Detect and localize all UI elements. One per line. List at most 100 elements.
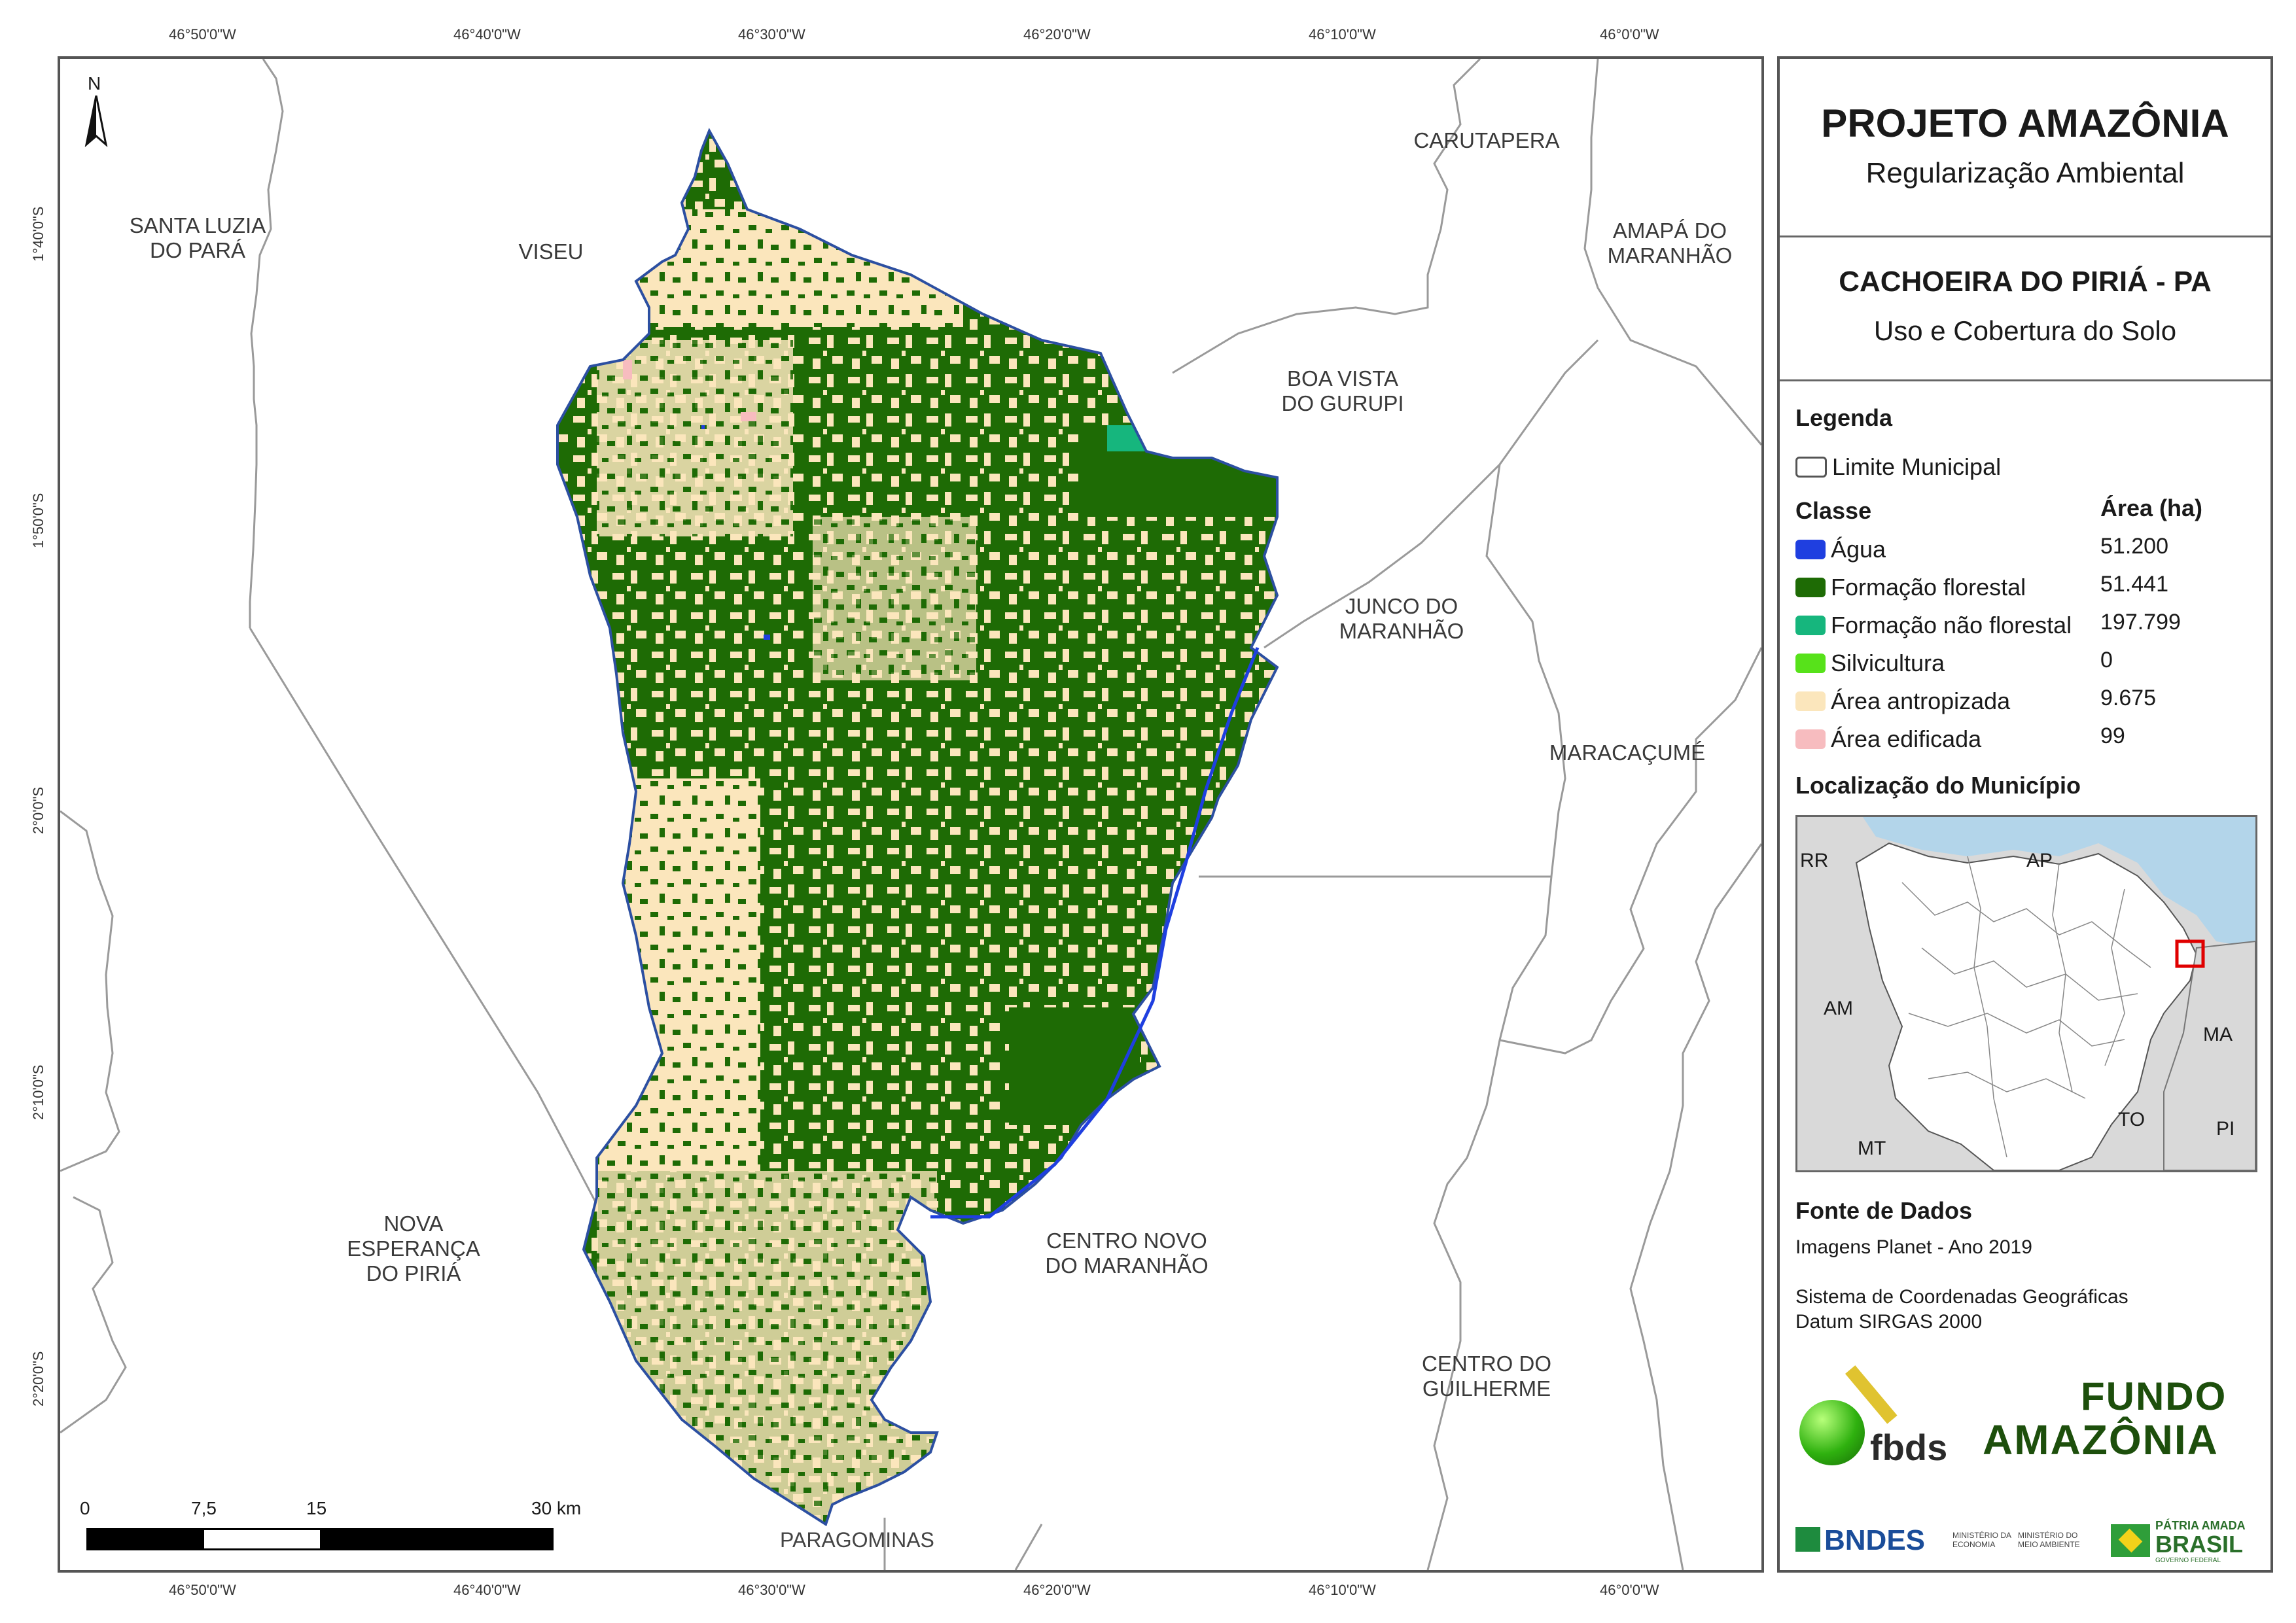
legend-label-formacao-florestal: Formação florestal [1831, 574, 2026, 601]
inset-label-rr: RR [1800, 850, 1829, 871]
legend-value-silvicultura: 0 [2100, 648, 2113, 672]
brasil-flag-icon [2111, 1524, 2150, 1557]
legend-label-limite: Limite Municipal [1832, 453, 2002, 480]
inset-label-ma: MA [2203, 1024, 2233, 1045]
legend-value-area-edificada: 99 [2100, 724, 2125, 748]
scale-label-15: 15 [306, 1498, 327, 1518]
sources-title: Fonte de Dados [1795, 1197, 1973, 1224]
coord-bottom-6: 46°0'0"W [1600, 1582, 1659, 1598]
patria-amada-text: PÁTRIA AMADA [2155, 1519, 2246, 1532]
legend-value-agua: 51.200 [2100, 534, 2168, 559]
label-junco-do-maranhao: JUNCO DO MARANHÃO [1339, 594, 1464, 643]
legend-class-header: Classe [1795, 497, 1872, 524]
limit-swatch [1795, 457, 1827, 478]
legend-label-area-edificada: Área edificada [1831, 725, 1982, 752]
panel-title-section: PROJETO AMAZÔNIA Regularização Ambiental [1780, 59, 2270, 237]
legend-row-formacao-florestal: Formação florestal [1795, 574, 2026, 601]
legend-label-silvicultura: Silvicultura [1831, 650, 1945, 676]
silvicultura-swatch [1795, 654, 1826, 673]
scale-label-0: 0 [80, 1498, 90, 1518]
source-imagery: Imagens Planet - Ano 2019 [1795, 1236, 2032, 1258]
river-gurupi [930, 647, 1260, 1219]
label-nova-esperanca: NOVA ESPERANÇA DO PIRIÁ [347, 1212, 480, 1285]
municipality-title: CACHOEIRA DO PIRIÁ - PA [1839, 266, 2212, 298]
crs-line-2: Datum SIRGAS 2000 [1795, 1311, 1983, 1333]
label-maracacume: MARACAÇUMÉ [1549, 741, 1706, 765]
fbds-logo: fbds [1799, 1365, 1969, 1468]
coord-top-3: 46°30'0"W [738, 26, 805, 43]
bndes-icon [1795, 1527, 1820, 1552]
coord-bottom-4: 46°20'0"W [1023, 1582, 1091, 1598]
coord-bottom-5: 46°10'0"W [1309, 1582, 1376, 1598]
north-arrow: N [75, 73, 120, 152]
legend-value-formacao-nao-florestal: 197.799 [2100, 610, 2181, 635]
panel-municipality-section: CACHOEIRA DO PIRIÁ - PA Uso e Cobertura … [1780, 236, 2270, 381]
map-frame[interactable]: N SANTA LUZIA DO PARÁ VISEU CARUTAPERA A… [58, 56, 1764, 1573]
label-paragominas: PARAGOMINAS [780, 1528, 934, 1552]
coord-bottom-3: 46°30'0"W [738, 1582, 805, 1598]
inset-label-mt: MT [1858, 1138, 1886, 1159]
legend-row-area-edificada: Área edificada [1795, 725, 1982, 752]
coord-left-5: 2°20'0"S [30, 1351, 46, 1406]
scale-label-30km: 30 km [531, 1498, 582, 1518]
scale-bar: 0 7,5 15 30 km [80, 1498, 581, 1550]
label-boa-vista-do-gurupi: BOA VISTA DO GURUPI [1281, 366, 1404, 415]
coord-top-4: 46°20'0"W [1023, 26, 1091, 43]
min-economia-text: MINISTÉRIO DA ECONOMIA [1952, 1531, 2012, 1549]
coord-top-5: 46°10'0"W [1309, 26, 1376, 43]
coord-top-2: 46°40'0"W [453, 26, 521, 43]
governo-federal-text: GOVERNO FEDERAL [2155, 1557, 2221, 1564]
coord-top-6: 46°0'0"W [1600, 26, 1659, 43]
coord-top-1: 46°50'0"W [169, 26, 236, 43]
agua-swatch [1795, 540, 1826, 559]
legend-value-formacao-florestal: 51.441 [2100, 572, 2168, 597]
sponsor-logos: BNDES MINISTÉRIO DA ECONOMIA MINISTÉRIO … [1795, 1518, 2267, 1564]
label-carutapera: CARUTAPERA [1413, 128, 1560, 152]
legend-row-limite: Limite Municipal [1795, 453, 2002, 480]
area-antropizada-swatch [1795, 691, 1826, 711]
legend-row-agua: Água [1795, 536, 1886, 563]
amazonia-text: AMAZÔNIA [1983, 1416, 2219, 1463]
formacao-florestal-swatch [1795, 578, 1826, 597]
legend-title: Legenda [1795, 404, 1893, 431]
coord-left-3: 2°0'0"S [30, 786, 46, 834]
fbds-logo-text: fbds [1870, 1427, 1948, 1468]
coord-left-4: 2°10'0"S [30, 1064, 46, 1120]
legend-value-area-antropizada: 9.675 [2100, 686, 2157, 710]
label-centro-novo: CENTRO NOVO DO MARANHÃO [1045, 1229, 1209, 1278]
area-edificada-swatch [1795, 729, 1826, 749]
project-subtitle: Regularização Ambiental [1865, 157, 2185, 189]
location-highlight [2175, 939, 2205, 968]
inset-label-ap: AP [2026, 850, 2053, 871]
label-viseu: VISEU [518, 239, 584, 264]
map-canvas[interactable] [60, 59, 1761, 1570]
fundo-text: FUNDO [2081, 1374, 2227, 1418]
formacao-nao-florestal-swatch [1795, 616, 1826, 635]
land-cover [557, 131, 1277, 1524]
brasil-text: BRASIL [2155, 1531, 2243, 1558]
inset-map[interactable]: RR AP AM MA MT TO PI [1795, 815, 2257, 1172]
scale-label-7-5: 7,5 [191, 1498, 217, 1518]
legend-area-header: Área (ha) [2100, 495, 2203, 521]
inset-map-canvas [1855, 817, 2255, 1170]
location-title: Localização do Município [1795, 772, 2081, 799]
legend-label-area-antropizada: Área antropizada [1831, 688, 2011, 714]
legend-label-agua: Água [1831, 536, 1886, 563]
bndes-text: BNDES [1824, 1524, 1926, 1556]
north-arrow-label: N [88, 73, 101, 94]
crs-line-1: Sistema de Coordenadas Geográficas [1795, 1286, 2128, 1308]
coord-left-2: 1°50'0"S [30, 493, 46, 548]
label-santa-luzia: SANTA LUZIA DO PARÁ [129, 213, 266, 262]
inset-label-am: AM [1824, 998, 1853, 1019]
project-title: PROJETO AMAZÔNIA [1821, 101, 2229, 145]
legend-row-formacao-nao-florestal: Formação não florestal [1795, 612, 2072, 638]
coord-bottom-2: 46°40'0"W [453, 1582, 521, 1598]
legend-row-silvicultura: Silvicultura [1795, 650, 1945, 676]
map-theme: Uso e Cobertura do Solo [1873, 315, 2177, 346]
min-meio-ambiente-text: MINISTÉRIO DO MEIO AMBIENTE [2018, 1531, 2080, 1549]
inset-label-to: TO [2118, 1109, 2146, 1130]
neighbor-boundaries [60, 59, 1761, 1570]
north-arrow-icon [84, 96, 108, 148]
fundo-amazonia-logo: FUNDO AMAZÔNIA [1983, 1374, 2257, 1472]
scale-bar-graphic [86, 1528, 554, 1550]
